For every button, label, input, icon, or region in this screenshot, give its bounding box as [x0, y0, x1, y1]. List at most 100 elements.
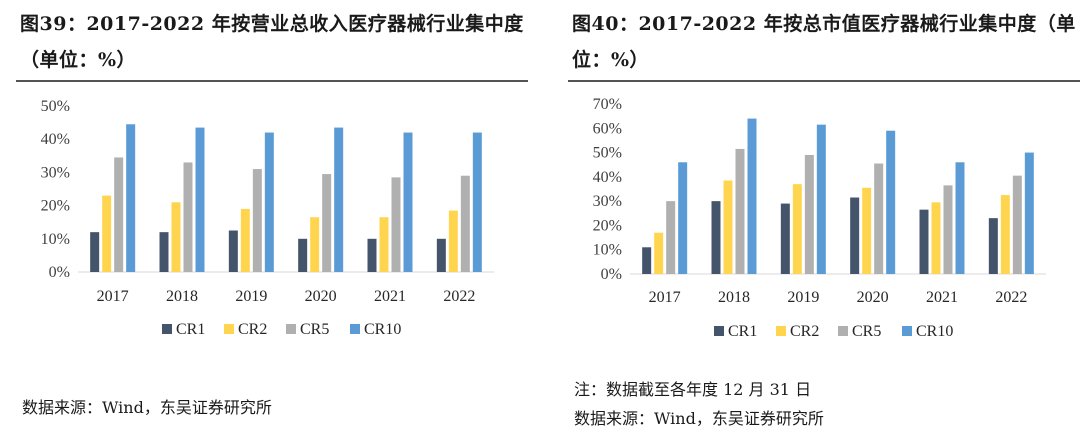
left-chart-svg: 0% 10% 20% 30% 40% 50% 2017 2018 2019 2020 2021 202…: [41, 98, 494, 338]
legend-label-cr10: CR10: [916, 323, 953, 340]
legend-label-cr1: CR1: [728, 323, 757, 340]
bar-cr1-2017: [642, 247, 652, 274]
x-category-label: 2021: [926, 289, 958, 306]
right-note: 注：数据截至各年度 12 月 31 日: [574, 380, 812, 399]
bar-cr5-2017: [114, 157, 124, 272]
bar-cr5-2018: [183, 162, 193, 272]
bar-cr10-2020: [334, 127, 344, 272]
legend-label-cr5: CR5: [852, 323, 881, 340]
right-title-rule: [568, 80, 1080, 82]
bar-cr1-2022: [436, 238, 446, 272]
x-category-label: 2018: [166, 288, 198, 305]
bar-cr10-2022: [1024, 152, 1034, 274]
x-category-label: 2018: [718, 289, 750, 306]
y-tick-label: 70%: [593, 96, 622, 113]
bar-cr1-2019: [780, 203, 790, 274]
bar-cr10-2018: [195, 127, 205, 272]
x-category-label: 2019: [235, 288, 267, 305]
legend-swatch-cr10: [902, 326, 912, 336]
x-category-label: 2017: [649, 289, 681, 306]
bar-cr10-2019: [264, 132, 274, 272]
bar-cr10-2018: [747, 118, 757, 274]
left-chart-title: 图39：2017-2022 年按营业总收入医疗器械行业集中度（单位：%）: [20, 13, 524, 71]
bar-cr2-2021: [379, 217, 389, 272]
bar-cr10-2020: [886, 130, 896, 274]
legend-label-cr2: CR2: [790, 323, 819, 340]
y-tick-label: 50%: [593, 145, 622, 162]
legend-label-cr10: CR10: [364, 321, 401, 338]
x-category-label: 2017: [97, 288, 129, 305]
bar-cr1-2020: [850, 197, 860, 274]
x-category-label: 2022: [995, 289, 1027, 306]
y-tick-label: 10%: [41, 231, 70, 248]
bar-cr1-2018: [711, 201, 721, 274]
legend-label-cr1: CR1: [176, 321, 205, 338]
bar-cr1-2021: [367, 238, 377, 272]
bar-cr1-2017: [90, 232, 100, 272]
x-category-label: 2019: [787, 289, 819, 306]
bar-cr2-2017: [654, 232, 664, 274]
y-tick-label: 40%: [41, 131, 70, 148]
legend-swatch-cr1: [162, 324, 172, 334]
bar-cr10-2017: [126, 124, 136, 272]
left-title-rule: [16, 80, 528, 82]
bar-cr10-2019: [816, 124, 826, 274]
x-category-label: 2020: [305, 288, 337, 305]
y-tick-label: 20%: [41, 198, 70, 215]
bar-cr5-2017: [666, 201, 676, 274]
legend-swatch-cr10: [350, 324, 360, 334]
x-category-label: 2020: [857, 289, 889, 306]
y-tick-label: 0%: [601, 266, 622, 283]
bar-cr10-2021: [955, 162, 965, 274]
legend-swatch-cr2: [224, 324, 234, 334]
bar-cr2-2019: [240, 208, 250, 272]
y-tick-label: 30%: [593, 193, 622, 210]
legend-label-cr5: CR5: [300, 321, 329, 338]
bar-cr1-2018: [159, 232, 169, 272]
right-chart-title: 图40：2017-2022 年按总市值医疗器械行业集中度（单位：%）: [572, 13, 1076, 71]
bar-cr5-2020: [322, 174, 332, 272]
bar-cr5-2019: [804, 155, 814, 274]
bar-cr2-2018: [171, 202, 181, 272]
bar-cr5-2018: [735, 148, 745, 274]
right-source: 数据来源：Wind，东吴证券研究所: [574, 409, 824, 428]
legend-swatch-cr5: [286, 324, 296, 334]
bar-cr2-2022: [1000, 195, 1010, 274]
legend-swatch-cr2: [776, 326, 786, 336]
bar-cr10-2022: [472, 132, 482, 272]
left-source: 数据来源：Wind，东吴证券研究所: [22, 398, 272, 417]
bar-cr1-2021: [919, 209, 929, 274]
bar-cr5-2021: [943, 185, 953, 274]
bar-cr5-2022: [460, 175, 470, 272]
legend-label-cr2: CR2: [238, 321, 267, 338]
right-chart: 0% 10% 20% 30% 40% 50% 60% 70% 2017 2018 2019 2020 2…: [568, 84, 1080, 356]
y-tick-label: 50%: [41, 98, 70, 115]
y-tick-label: 10%: [593, 242, 622, 259]
right-panel: 图40：2017-2022 年按总市值医疗器械行业集中度（单位：%） 0% 10%…: [552, 0, 1080, 433]
y-tick-label: 30%: [41, 164, 70, 181]
bar-cr10-2021: [403, 132, 413, 272]
bar-cr10-2017: [678, 162, 688, 274]
bar-cr2-2021: [931, 202, 941, 274]
bar-cr2-2020: [862, 187, 872, 274]
bar-cr1-2020: [298, 238, 308, 272]
y-tick-label: 60%: [593, 120, 622, 137]
bar-cr1-2022: [988, 218, 998, 274]
bar-cr5-2021: [391, 177, 401, 272]
bar-cr5-2022: [1012, 175, 1022, 274]
right-chart-svg: 0% 10% 20% 30% 40% 50% 60% 70% 2017 2018 2019 2020 2…: [593, 96, 1046, 340]
x-category-label: 2021: [374, 288, 406, 305]
left-chart: 0% 10% 20% 30% 40% 50% 2017 2018 2019 2020 2021 202…: [16, 84, 528, 356]
legend-swatch-cr5: [838, 326, 848, 336]
y-tick-label: 0%: [49, 264, 70, 281]
y-tick-label: 40%: [593, 169, 622, 186]
bar-cr5-2020: [874, 163, 884, 274]
left-panel: 图39：2017-2022 年按营业总收入医疗器械行业集中度（单位：%） 0% 1…: [0, 0, 528, 433]
bar-cr2-2022: [448, 210, 458, 272]
y-tick-label: 20%: [593, 217, 622, 234]
bar-cr2-2020: [310, 217, 320, 272]
legend-swatch-cr1: [714, 326, 724, 336]
x-category-label: 2022: [443, 288, 475, 305]
bar-cr1-2019: [228, 230, 238, 272]
bar-cr2-2019: [792, 184, 802, 274]
